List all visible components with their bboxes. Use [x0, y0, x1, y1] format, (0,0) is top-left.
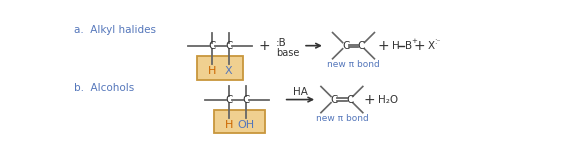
Text: C: C: [346, 95, 353, 105]
Text: X: X: [225, 66, 233, 76]
Bar: [214, 110, 265, 133]
Bar: [197, 56, 244, 80]
Text: :B: :B: [276, 38, 287, 48]
Text: +: +: [377, 39, 389, 53]
Text: H: H: [392, 41, 400, 51]
Text: C: C: [242, 95, 250, 105]
Text: new π bond: new π bond: [315, 114, 368, 123]
Text: b.  Alcohols: b. Alcohols: [75, 83, 134, 93]
Text: +: +: [414, 39, 425, 53]
Text: C: C: [358, 41, 365, 51]
Text: C: C: [342, 41, 349, 51]
Text: +: +: [259, 39, 270, 53]
Text: +: +: [412, 38, 418, 44]
Text: C: C: [225, 41, 232, 51]
Text: C: C: [225, 95, 232, 105]
Text: +: +: [363, 93, 375, 107]
Text: H: H: [207, 66, 216, 76]
Text: :⁻: :⁻: [434, 37, 441, 46]
Text: a.  Alkyl halides: a. Alkyl halides: [75, 25, 157, 35]
Text: new π bond: new π bond: [327, 60, 380, 69]
Text: HA: HA: [293, 87, 307, 97]
Text: H: H: [224, 120, 233, 130]
Text: OH: OH: [237, 120, 254, 130]
Text: H₂O: H₂O: [379, 95, 398, 105]
Text: X: X: [428, 41, 435, 51]
Text: C: C: [208, 41, 215, 51]
Text: C: C: [331, 95, 338, 105]
Text: B: B: [405, 41, 412, 51]
Text: base: base: [276, 48, 299, 58]
